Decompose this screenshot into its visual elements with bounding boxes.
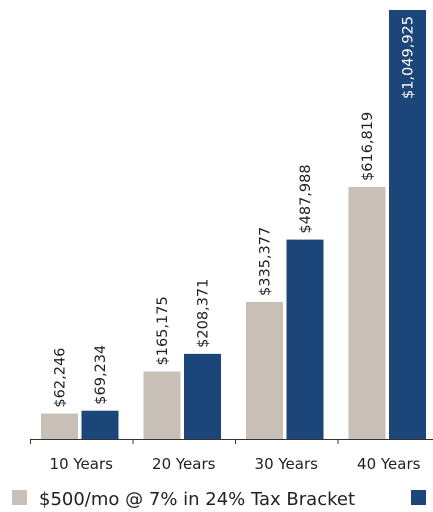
legend-label-series-1: $500/mo @ 7% in 24% Tax Bracket (39, 489, 355, 510)
data-label-s1-20-years: $165,175 (155, 296, 171, 365)
legend-swatch-series-1 (12, 490, 27, 505)
bar-s2-30-years (286, 239, 324, 439)
bars-group (41, 10, 426, 439)
bar-s1-10-years (41, 413, 78, 439)
value-labels-group: $62,246 $69,234 $165,175 $208,371 $335,377 $4… (53, 16, 417, 408)
data-label-s2-30-years: $487,988 (298, 164, 314, 233)
x-tick-labels: 10 Years 20 Years 30 Years 40 Years (50, 455, 421, 473)
bar-s2-10-years (81, 410, 119, 439)
data-label-s1-30-years: $335,377 (258, 227, 274, 296)
x-axis (30, 439, 433, 444)
bar-s2-20-years (184, 353, 221, 439)
legend: $500/mo @ 7% in 24% Tax Bracket (12, 489, 426, 510)
data-label-s2-10-years: $69,234 (93, 345, 109, 405)
data-label-s1-40-years: $616,819 (360, 112, 376, 181)
x-tick-label-20-years: 20 Years (152, 455, 216, 473)
legend-swatch-series-2 (411, 490, 426, 505)
data-label-s2-40-years: $1,049,925 (401, 16, 417, 99)
data-label-s2-20-years: $208,371 (196, 279, 212, 348)
bar-s1-20-years (143, 371, 181, 439)
bar-s1-30-years (246, 301, 283, 439)
x-tick-label-10-years: 10 Years (50, 455, 114, 473)
data-label-s1-10-years: $62,246 (53, 348, 69, 408)
bar-s1-40-years (348, 186, 386, 439)
x-tick-label-30-years: 30 Years (255, 455, 319, 473)
x-tick-label-40-years: 40 Years (357, 455, 421, 473)
bar-s2-40-years (389, 10, 426, 439)
